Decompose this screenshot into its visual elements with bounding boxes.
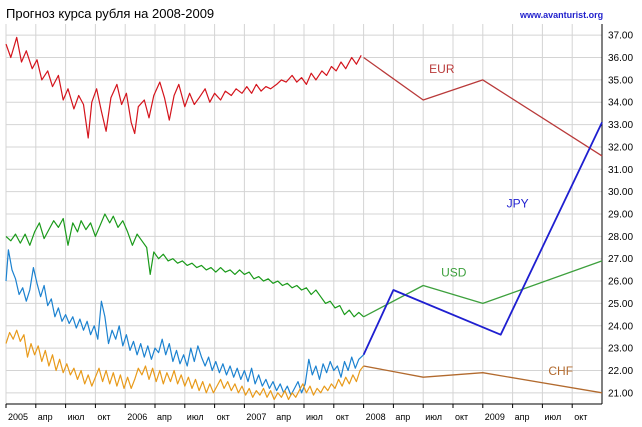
y-tick-label: 29.00 — [608, 210, 633, 221]
x-tick-label: июл — [187, 412, 204, 422]
x-tick-label: 2007 — [246, 412, 266, 422]
series-label-chf: CHF — [548, 364, 573, 378]
x-tick-label: июл — [425, 412, 442, 422]
y-tick-label: 21.00 — [608, 388, 633, 399]
series-eur-history — [5, 36, 362, 139]
y-tick-label: 23.00 — [608, 344, 633, 355]
x-tick-label: июл — [544, 412, 561, 422]
x-tick-label: апр — [157, 412, 172, 422]
x-tick-label: окт — [574, 412, 587, 422]
series-usd-forecast — [363, 260, 603, 318]
series-lines — [5, 36, 603, 401]
series-labels: EUR USD JPY CHF — [429, 62, 573, 378]
series-chf-forecast — [363, 365, 603, 394]
x-tick-label: окт — [97, 412, 110, 422]
y-tick-label: 26.00 — [608, 277, 633, 288]
y-tick-label: 30.00 — [608, 187, 633, 198]
y-tick-label: 25.00 — [608, 299, 633, 310]
series-jpy-history — [5, 249, 365, 396]
series-eur-forecast — [363, 56, 603, 157]
x-tick-label: апр — [38, 412, 53, 422]
y-tick-label: 32.00 — [608, 142, 633, 153]
y-tick-label: 36.00 — [608, 53, 633, 64]
y-tick-label: 33.00 — [608, 120, 633, 131]
x-tick-label: июл — [68, 412, 85, 422]
x-tick-label: апр — [515, 412, 530, 422]
y-tick-label: 31.00 — [608, 165, 633, 176]
series-label-eur: EUR — [429, 62, 455, 76]
x-tick-label: апр — [276, 412, 291, 422]
series-label-jpy: JPY — [507, 196, 529, 210]
axes: 21.00 22.00 23.00 24.00 25.00 26.00 27.00 28.00… — [5, 24, 633, 422]
y-tick-label: 24.00 — [608, 321, 633, 332]
series-chf-history — [5, 329, 365, 401]
x-tick-label: 2006 — [127, 412, 147, 422]
series-jpy-forecast — [362, 122, 603, 356]
y-tick-label: 27.00 — [608, 254, 633, 265]
chart-title: Прогноз курса рубля на 2008-2009 — [6, 6, 214, 21]
series-label-usd: USD — [441, 266, 467, 280]
x-tick-label: окт — [455, 412, 468, 422]
x-tick-label: окт — [336, 412, 349, 422]
y-tick-label: 28.00 — [608, 232, 633, 243]
x-tick-label: окт — [217, 412, 230, 422]
y-tick-label: 35.00 — [608, 75, 633, 86]
x-tick-label: 2008 — [366, 412, 386, 422]
x-tick-label: апр — [395, 412, 410, 422]
y-tick-label: 22.00 — [608, 366, 633, 377]
x-tick-label: июл — [306, 412, 323, 422]
chart-source: www.avanturist.org — [519, 10, 603, 20]
x-tick-label: 2005 — [8, 412, 28, 422]
y-tick-label: 37.00 — [608, 31, 633, 42]
y-tick-label: 34.00 — [608, 98, 633, 109]
x-tick-label: 2009 — [485, 412, 505, 422]
series-usd-history — [5, 213, 365, 318]
